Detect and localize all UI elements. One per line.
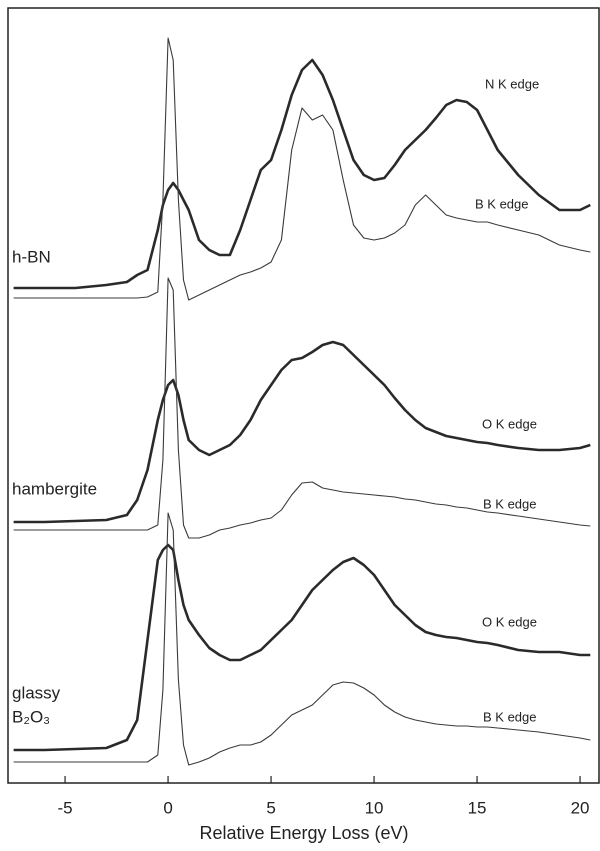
- spectrum-line: [13, 543, 591, 752]
- edge-label: B K edge: [483, 709, 537, 724]
- edge-label: N K edge: [485, 76, 539, 91]
- sample-label: glassy: [12, 683, 61, 702]
- x-tick-label: 0: [163, 798, 172, 817]
- spectrum-line: [13, 58, 591, 290]
- sample-label: hambergite: [12, 479, 97, 498]
- x-tick-label: 5: [266, 798, 275, 817]
- edge-label: O K edge: [482, 416, 537, 431]
- spectrum-line: [13, 340, 591, 524]
- sample-label: B₂O₃: [12, 707, 50, 726]
- plot-frame: [7, 7, 600, 784]
- x-tick-label: 15: [468, 798, 487, 817]
- edge-label: B K edge: [475, 196, 529, 211]
- edge-label: B K edge: [483, 496, 537, 511]
- x-tick-label: 20: [571, 798, 590, 817]
- spectrum-line: [13, 512, 591, 766]
- x-tick-label: -5: [57, 798, 72, 817]
- edge-label: O K edge: [482, 614, 537, 629]
- sample-label: h-BN: [12, 247, 51, 266]
- spectrum-line: [13, 37, 591, 301]
- x-tick-label: 10: [365, 798, 384, 817]
- spectrum-line: [13, 277, 591, 539]
- x-axis-label: Relative Energy Loss (eV): [199, 823, 408, 843]
